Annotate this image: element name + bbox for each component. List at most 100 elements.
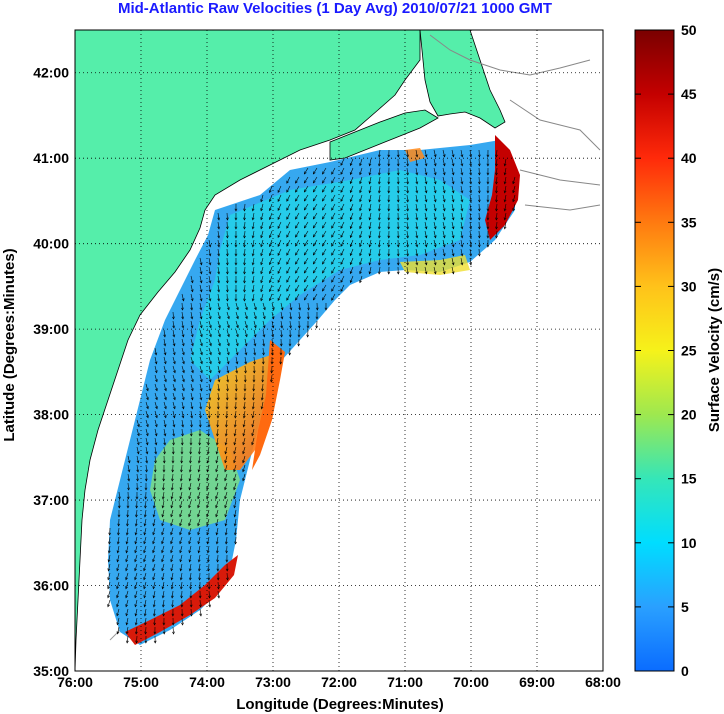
velocity-arrow <box>163 338 166 346</box>
velocity-arrowhead <box>261 361 265 365</box>
velocity-arrowhead <box>125 622 129 626</box>
velocity-arrowhead <box>295 252 298 256</box>
velocity-arrow <box>442 167 445 175</box>
velocity-arrow <box>117 545 120 553</box>
velocity-arrowhead <box>217 595 221 599</box>
velocity-arrowhead <box>233 442 237 446</box>
velocity-arrowhead <box>260 217 264 221</box>
velocity-arrowhead <box>349 216 353 221</box>
velocity-arrow <box>199 266 202 274</box>
velocity-arrowhead <box>226 577 229 581</box>
velocity-arrow <box>406 158 409 166</box>
velocity-arrowhead <box>331 207 334 211</box>
velocity-arrowhead <box>206 559 210 563</box>
velocity-arrowhead <box>217 244 221 248</box>
velocity-arrowhead <box>173 370 176 374</box>
velocity-arrow <box>180 572 183 580</box>
velocity-arrow <box>199 257 202 265</box>
velocity-arrowhead <box>170 586 174 590</box>
velocity-arrowhead <box>503 163 507 167</box>
velocity-arrow <box>269 266 273 274</box>
velocity-arrowhead <box>277 189 281 193</box>
velocity-arrowhead <box>173 388 176 392</box>
velocity-arrowhead <box>162 622 166 626</box>
velocity-arrow <box>217 248 220 256</box>
velocity-arrowhead <box>442 199 446 203</box>
velocity-arrowhead <box>451 271 455 275</box>
velocity-arrow <box>172 599 174 608</box>
velocity-arrowhead <box>289 307 293 311</box>
velocity-arrow <box>189 455 192 463</box>
velocity-arrow <box>359 185 363 193</box>
velocity-arrow <box>154 437 157 445</box>
velocity-arrowhead <box>180 451 184 455</box>
velocity-arrowhead <box>154 424 158 428</box>
velocity-arrowhead <box>460 163 464 167</box>
velocity-arrow <box>217 329 221 337</box>
velocity-arrowhead <box>244 343 248 347</box>
velocity-arrowhead <box>331 234 334 238</box>
velocity-arrowhead <box>107 568 111 572</box>
velocity-arrow <box>313 275 318 283</box>
velocity-arrow <box>199 311 202 319</box>
velocity-arrowhead <box>460 244 464 248</box>
velocity-arrow <box>369 158 372 166</box>
velocity-arrow <box>277 284 282 292</box>
velocity-arrowhead <box>161 586 165 590</box>
velocity-arrow <box>269 293 273 301</box>
velocity-arrow <box>260 221 264 229</box>
velocity-arrowhead <box>512 181 515 185</box>
velocity-arrowhead <box>208 388 212 392</box>
velocity-arrowhead <box>451 262 455 266</box>
velocity-arrow <box>504 203 507 211</box>
velocity-arrowhead <box>179 586 183 590</box>
velocity-arrow <box>126 626 129 634</box>
velocity-arrowhead <box>234 415 237 419</box>
velocity-arrow <box>260 266 264 274</box>
velocity-arrowhead <box>331 279 334 283</box>
velocity-arrow <box>152 572 156 580</box>
velocity-arrowhead <box>387 253 391 257</box>
velocity-arrowhead <box>234 271 238 275</box>
velocity-arrow <box>244 338 247 346</box>
velocity-arrowhead <box>260 262 264 266</box>
velocity-arrow <box>369 185 372 193</box>
velocity-arrow <box>170 563 174 571</box>
land-mainland <box>75 30 421 671</box>
velocity-arrowhead <box>396 262 400 266</box>
velocity-arrowhead <box>208 604 212 608</box>
velocity-arrowhead <box>312 198 316 202</box>
velocity-arrowhead <box>188 568 192 572</box>
velocity-arrowhead <box>152 514 156 518</box>
velocity-arrowhead <box>377 154 381 158</box>
velocity-arrow <box>469 230 472 238</box>
velocity-arrowhead <box>368 226 372 230</box>
velocity-arrow <box>225 437 228 445</box>
velocity-arrowhead <box>224 505 228 509</box>
velocity-arrowhead <box>477 226 481 230</box>
velocity-arrowhead <box>243 406 246 410</box>
velocity-arrow <box>442 158 445 166</box>
velocity-arrowhead <box>170 505 174 509</box>
velocity-arrow <box>172 428 175 436</box>
velocity-arrowhead <box>277 252 281 256</box>
velocity-arrow <box>116 617 120 625</box>
velocity-arrow <box>369 266 372 274</box>
velocity-arrowhead <box>161 532 164 536</box>
velocity-arrow <box>217 275 220 283</box>
velocity-arrowhead <box>277 270 281 274</box>
velocity-arrowhead <box>227 325 230 329</box>
velocity-arrowhead <box>164 379 167 383</box>
velocity-arrowhead <box>312 207 316 211</box>
velocity-arrowhead <box>234 280 238 284</box>
velocity-vectors <box>107 149 516 644</box>
velocity-arrowhead <box>163 352 167 356</box>
velocity-arrow <box>252 392 255 400</box>
velocity-arrowhead <box>387 217 391 221</box>
velocity-arrow <box>207 437 210 445</box>
velocity-arrowhead <box>303 225 307 229</box>
velocity-arrowhead <box>387 154 391 158</box>
velocity-arrowhead <box>153 640 157 644</box>
velocity-arrowhead <box>286 234 289 238</box>
velocity-arrowhead <box>312 270 316 274</box>
